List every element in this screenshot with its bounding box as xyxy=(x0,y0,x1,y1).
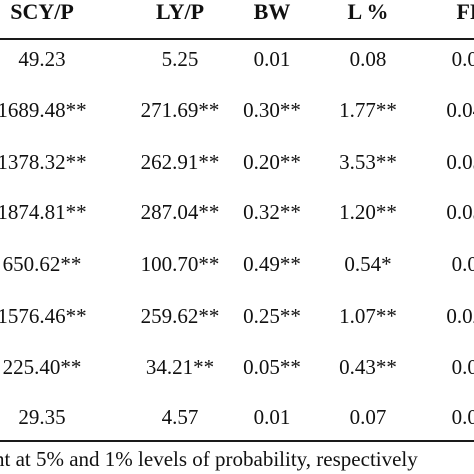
table-cell-ff: 0.03* xyxy=(446,150,474,174)
column-header-l-percent: L % xyxy=(347,0,389,24)
table-cell-ff: 0.04 xyxy=(451,252,474,276)
bottom-rule xyxy=(0,440,474,442)
table-cell-bw: 0.20** xyxy=(243,150,301,174)
table-cell-scy-p: 49.23 xyxy=(18,47,66,71)
column-header-ff: FF xyxy=(456,0,474,24)
table-cell-l-percent: 0.54* xyxy=(344,252,392,276)
table-cell-ly-p: 271.69** xyxy=(140,98,220,122)
table-cell-scy-p: 650.62** xyxy=(2,252,82,276)
table-cell-scy-p: 1874.81** xyxy=(0,200,87,224)
table-cell-ff: 0.03 xyxy=(451,405,474,429)
table-cell-scy-p: 1378.32** xyxy=(0,150,87,174)
table-cell-scy-p: 29.35 xyxy=(18,405,66,429)
table-cell-bw: 0.01 xyxy=(253,405,291,429)
table-cell-ly-p: 5.25 xyxy=(161,47,199,71)
table-cell-l-percent: 0.43** xyxy=(339,355,397,379)
table-cell-bw: 0.25** xyxy=(243,304,301,328)
column-header-scy-p: SCY/P xyxy=(10,0,74,24)
table-cell-l-percent: 1.20** xyxy=(339,200,397,224)
table-cell-ly-p: 262.91** xyxy=(140,150,220,174)
table-cell-bw: 0.01 xyxy=(253,47,291,71)
table-cell-l-percent: 3.53** xyxy=(339,150,397,174)
column-header-ly-p: LY/P xyxy=(155,0,205,24)
table-cell-bw: 0.49** xyxy=(243,252,301,276)
table-cell-l-percent: 1.77** xyxy=(339,98,397,122)
table-cell-ff: 0.04* xyxy=(446,98,474,122)
table-cell-l-percent: 0.07 xyxy=(349,405,387,429)
table-cell-bw: 0.32** xyxy=(243,200,301,224)
table-cell-ff: 0.02* xyxy=(446,304,474,328)
table-cell-bw: 0.05** xyxy=(243,355,301,379)
table-cell-ff: 0.03* xyxy=(446,200,474,224)
table-cell-ly-p: 4.57 xyxy=(161,405,199,429)
table-cell-scy-p: 225.40** xyxy=(2,355,82,379)
table-cell-ff: 0.03 xyxy=(451,47,474,71)
table-cell-ff: 0.01 xyxy=(451,355,474,379)
table-cell-l-percent: 0.08 xyxy=(349,47,387,71)
table-cell-scy-p: 1689.48** xyxy=(0,98,87,122)
table-cell-scy-p: 1576.46** xyxy=(0,304,87,328)
table-cell-bw: 0.30** xyxy=(243,98,301,122)
table-cell-ly-p: 100.70** xyxy=(140,252,220,276)
table-footnote: nt at 5% and 1% levels of probability, r… xyxy=(0,447,418,471)
table-cell-ly-p: 259.62** xyxy=(140,304,220,328)
header-rule xyxy=(0,38,474,40)
column-header-bw: BW xyxy=(253,0,291,24)
table-cell-l-percent: 1.07** xyxy=(339,304,397,328)
table-cell-ly-p: 287.04** xyxy=(140,200,220,224)
table-cell-ly-p: 34.21** xyxy=(145,355,215,379)
